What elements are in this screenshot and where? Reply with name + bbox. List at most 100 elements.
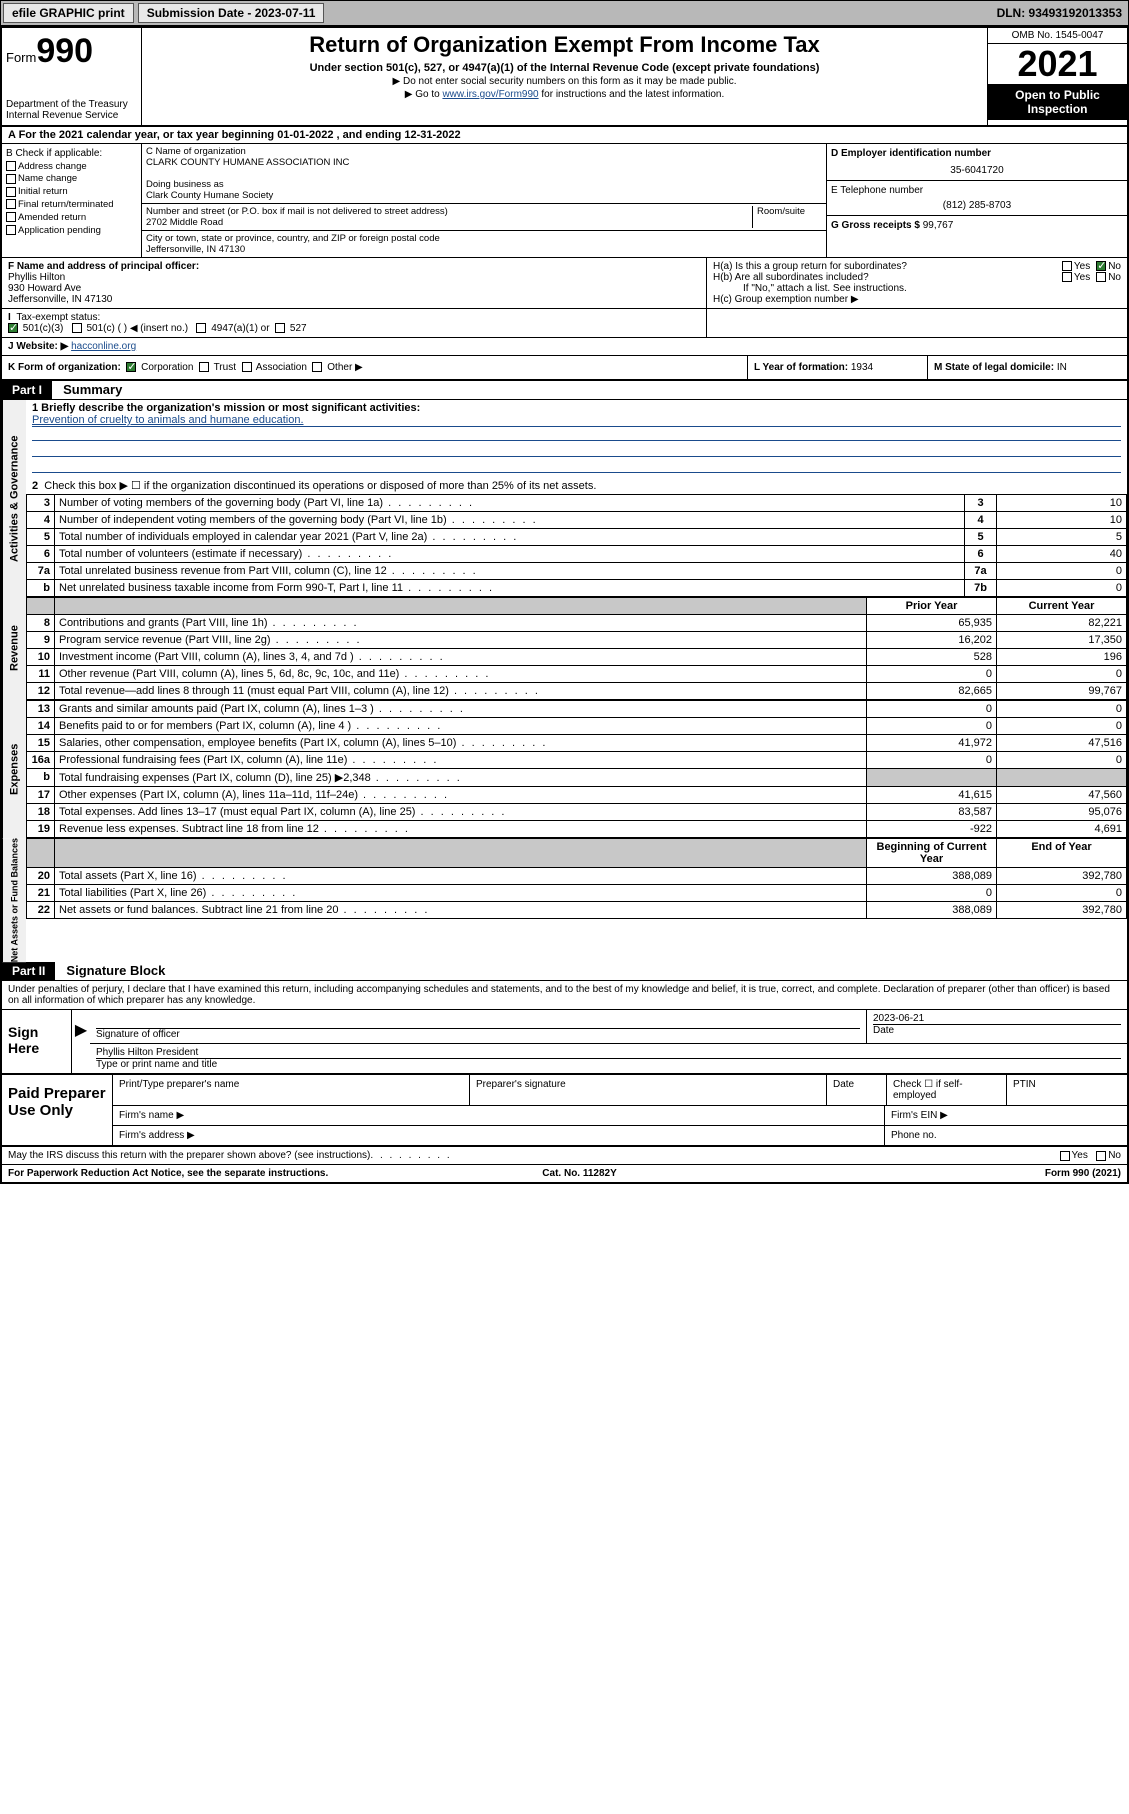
goto-pre: ▶ Go to — [405, 89, 443, 100]
discuss-no[interactable]: No — [1096, 1150, 1121, 1161]
part-ii-badge: Part II — [2, 962, 55, 980]
sign-arrow-icon: ▶ — [72, 1010, 90, 1073]
chk-application-pending[interactable]: Application pending — [6, 225, 137, 238]
col-b-header: B Check if applicable: — [6, 147, 137, 161]
chk-501c[interactable]: 501(c) ( ) ◀ (insert no.) — [72, 323, 188, 334]
table-row: 13Grants and similar amounts paid (Part … — [27, 701, 1127, 718]
firm-ein-label: Firm's EIN ▶ — [885, 1106, 1127, 1125]
m-label: M State of legal domicile: — [934, 362, 1054, 373]
paid-preparer-label: Paid Preparer Use Only — [2, 1075, 112, 1145]
form-header: Form990 Department of the Treasury Inter… — [2, 28, 1127, 127]
submission-date: Submission Date - 2023-07-11 — [138, 3, 325, 23]
expenses-section: Expenses 13Grants and similar amounts pa… — [2, 700, 1127, 838]
part-ii-title: Signature Block — [58, 963, 165, 978]
name-title-label: Type or print name and title — [96, 1058, 1121, 1070]
table-row: 17Other expenses (Part IX, column (A), l… — [27, 787, 1127, 804]
preparer-date-label: Date — [827, 1075, 887, 1105]
header-middle: Return of Organization Exempt From Incom… — [142, 28, 987, 125]
form-subtitle: Under section 501(c), 527, or 4947(a)(1)… — [150, 62, 979, 74]
goto-note: ▶ Go to www.irs.gov/Form990 for instruct… — [150, 89, 979, 100]
cat-no: Cat. No. 11282Y — [542, 1168, 616, 1179]
addr-value: 2702 Middle Road — [146, 217, 752, 228]
mission-text[interactable]: Prevention of cruelty to animals and hum… — [32, 414, 304, 426]
revenue-table: Prior YearCurrent Year8Contributions and… — [26, 597, 1127, 700]
part-i-badge: Part I — [2, 381, 52, 399]
chk-trust[interactable]: Trust — [199, 362, 236, 373]
chk-4947[interactable]: 4947(a)(1) or — [196, 323, 269, 334]
firm-phone-label: Phone no. — [885, 1126, 1127, 1145]
revenue-section: Revenue Prior YearCurrent Year8Contribut… — [2, 597, 1127, 700]
table-row: 10Investment income (Part VIII, column (… — [27, 649, 1127, 666]
form-number: Form990 — [6, 32, 137, 71]
group-return-block: H(a) Is this a group return for subordin… — [707, 258, 1127, 308]
chk-corporation[interactable]: Corporation — [126, 362, 193, 373]
part-i-header: Part I Summary — [2, 381, 1127, 400]
dba-label: Doing business as — [146, 179, 822, 190]
l-label: L Year of formation: — [754, 362, 848, 373]
chk-association[interactable]: Association — [242, 362, 307, 373]
line1-label: 1 Briefly describe the organization's mi… — [32, 402, 420, 414]
phone-value: (812) 285-8703 — [831, 200, 1123, 211]
h-b-label: H(b) Are all subordinates included? — [713, 272, 1062, 283]
table-row: 19Revenue less expenses. Subtract line 1… — [27, 821, 1127, 838]
l-value: 1934 — [851, 362, 873, 373]
chk-name-change[interactable]: Name change — [6, 173, 137, 186]
table-row: 20Total assets (Part X, line 16)388,0893… — [27, 868, 1127, 885]
discuss-label: May the IRS discuss this return with the… — [8, 1150, 370, 1161]
officer-name: Phyllis Hilton — [8, 272, 700, 283]
phone-label: E Telephone number — [831, 185, 1123, 196]
h-b-yes[interactable]: Yes — [1062, 272, 1090, 283]
part-i-title: Summary — [55, 382, 122, 397]
table-row: 8Contributions and grants (Part VIII, li… — [27, 615, 1127, 632]
governance-section: Activities & Governance 1 Briefly descri… — [2, 400, 1127, 597]
irs-link[interactable]: www.irs.gov/Form990 — [442, 89, 538, 100]
row-a-taxyear: A For the 2021 calendar year, or tax yea… — [2, 127, 1127, 144]
room-suite-label: Room/suite — [752, 206, 822, 228]
officer-name-title: Phyllis Hilton President — [96, 1047, 1121, 1058]
chk-501c3[interactable]: 501(c)(3) — [8, 323, 63, 334]
h-a-yes[interactable]: Yes — [1062, 261, 1090, 272]
sign-here-label: Sign Here — [2, 1010, 72, 1073]
org-name: CLARK COUNTY HUMANE ASSOCIATION INC — [146, 157, 822, 168]
discuss-yes[interactable]: Yes — [1060, 1150, 1088, 1161]
website-link[interactable]: hacconline.org — [71, 341, 136, 352]
ein-value: 35-6041720 — [831, 165, 1123, 176]
h-c-label: H(c) Group exemption number ▶ — [713, 294, 1121, 305]
mission-block: 1 Briefly describe the organization's mi… — [26, 400, 1127, 477]
chk-final-return[interactable]: Final return/terminated — [6, 199, 137, 212]
vtab-expenses: Expenses — [2, 700, 26, 838]
gross-receipts-label: G Gross receipts $ — [831, 220, 920, 231]
chk-527[interactable]: 527 — [275, 323, 306, 334]
irs-label: Internal Revenue Service — [6, 110, 137, 121]
pra-notice: For Paperwork Reduction Act Notice, see … — [8, 1168, 328, 1179]
section-b-through-g: B Check if applicable: Address change Na… — [2, 144, 1127, 258]
self-employed-check[interactable]: Check ☐ if self-employed — [887, 1075, 1007, 1105]
addr-label: Number and street (or P.O. box if mail i… — [146, 206, 752, 217]
city-value: Jeffersonville, IN 47130 — [146, 244, 822, 255]
sig-officer-label: Signature of officer — [96, 1029, 860, 1040]
ein-label: D Employer identification number — [831, 148, 1123, 159]
h-c-cell — [707, 309, 1127, 337]
h-a-no[interactable]: No — [1096, 261, 1121, 272]
table-row: 9Program service revenue (Part VIII, lin… — [27, 632, 1127, 649]
h-b-no[interactable]: No — [1096, 272, 1121, 283]
inspect-line2: Inspection — [1027, 102, 1087, 116]
table-header-row: Prior YearCurrent Year — [27, 598, 1127, 615]
table-row: 22Net assets or fund balances. Subtract … — [27, 902, 1127, 919]
chk-initial-return[interactable]: Initial return — [6, 186, 137, 199]
row-j-website: J Website: ▶ hacconline.org — [2, 338, 1127, 356]
i-label: Tax-exempt status: — [16, 312, 100, 323]
org-name-label: C Name of organization — [146, 146, 822, 157]
table-row: 5Total number of individuals employed in… — [27, 529, 1127, 546]
m-value: IN — [1057, 362, 1067, 373]
ssn-note: ▶ Do not enter social security numbers o… — [150, 76, 979, 87]
ptin-label: PTIN — [1007, 1075, 1127, 1105]
chk-amended-return[interactable]: Amended return — [6, 212, 137, 225]
line2-text: Check this box ▶ ☐ if the organization d… — [44, 480, 596, 492]
table-row: 16aProfessional fundraising fees (Part I… — [27, 752, 1127, 769]
bottom-row: For Paperwork Reduction Act Notice, see … — [2, 1165, 1127, 1182]
chk-other[interactable]: Other ▶ — [312, 362, 362, 373]
chk-address-change[interactable]: Address change — [6, 161, 137, 174]
governance-table: 3Number of voting members of the governi… — [26, 494, 1127, 597]
efile-print-button[interactable]: efile GRAPHIC print — [3, 3, 134, 23]
